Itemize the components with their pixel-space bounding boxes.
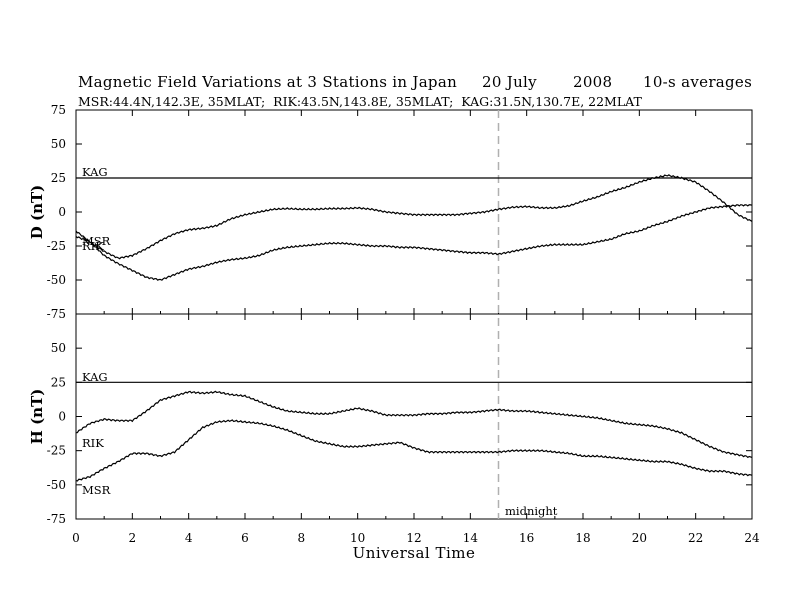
series-rik-d <box>75 204 753 281</box>
y-tick-label: 75 <box>51 103 66 117</box>
y-tick-label: -25 <box>47 239 66 253</box>
x-tick-label: 12 <box>406 531 421 545</box>
label-msr-h: MSR <box>82 483 111 497</box>
title-main: Magnetic Field Variations at 3 Stations … <box>78 73 458 91</box>
x-tick-label: 4 <box>185 531 193 545</box>
y-tick-label: -50 <box>47 273 66 287</box>
y-tick-label: 25 <box>51 375 66 389</box>
y-tick-label: -75 <box>47 512 66 526</box>
series-rik-h <box>75 390 753 459</box>
x-axis-label: Universal Time <box>353 544 476 562</box>
y-tick-label: -75 <box>47 307 66 321</box>
series-msr-h <box>75 419 753 482</box>
label-rik-h: RIK <box>82 436 104 450</box>
data-series <box>75 174 753 482</box>
panel-box-bottom <box>75 313 753 520</box>
y-axis-label-h: H (nT) <box>28 389 46 445</box>
label-rik-d: RIK <box>82 239 104 253</box>
panel-box-top <box>75 109 753 315</box>
midnight-label: midnight <box>505 504 558 518</box>
title-year: 2008 <box>573 73 613 91</box>
x-tick-label: 20 <box>632 531 647 545</box>
y-tick-label: 0 <box>58 205 66 219</box>
x-tick-label: 18 <box>575 531 590 545</box>
x-tick-label: 8 <box>298 531 306 545</box>
y-tick-label: -25 <box>47 444 66 458</box>
label-msr-d: MSR <box>82 234 111 248</box>
x-tick-label: 14 <box>463 531 479 545</box>
x-tick-label: 16 <box>519 531 534 545</box>
title-date: 20 July <box>482 73 537 91</box>
y-tick-label: 50 <box>51 341 66 355</box>
y-axis-label-d: D (nT) <box>28 185 46 240</box>
x-tick-label: 10 <box>350 531 365 545</box>
y-tick-label: 25 <box>51 171 66 185</box>
x-tick-label: 6 <box>241 531 249 545</box>
y-tick-label: 50 <box>51 137 66 151</box>
y-tick-label: 0 <box>58 410 66 424</box>
label-kag-h: KAG <box>82 370 108 384</box>
label-kag-d: KAG <box>82 165 108 179</box>
x-tick-label: 22 <box>688 531 703 545</box>
y-tick-label: -50 <box>47 478 66 492</box>
x-tick-label: 0 <box>72 531 80 545</box>
series-msr-d <box>75 174 753 260</box>
stations-info: MSR:44.4N,142.3E, 35MLAT; RIK:43.5N,143.… <box>78 94 642 109</box>
x-tick-label: 2 <box>129 531 137 545</box>
title-averaging: 10-s averages <box>643 73 753 91</box>
chart-title: Magnetic Field Variations at 3 Stations … <box>78 73 457 91</box>
x-tick-label: 24 <box>744 531 760 545</box>
